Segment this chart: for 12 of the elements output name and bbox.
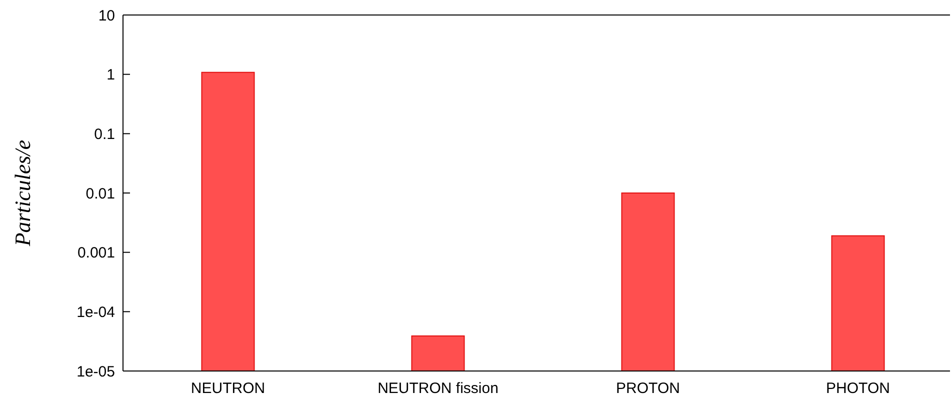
y-tick-label: 10 <box>98 7 115 24</box>
y-tick-label: 0.001 <box>77 244 115 262</box>
x-tick-label: PHOTON <box>826 380 890 397</box>
y-tick-label: 0.01 <box>86 185 115 202</box>
y-axis-title: Particules/e <box>10 140 35 248</box>
x-tick-label: NEUTRON fission <box>378 380 498 397</box>
y-tick-label: 0.1 <box>94 126 115 143</box>
x-tick-label: NEUTRON <box>190 380 266 397</box>
x-tick-label: PROTON <box>616 380 680 397</box>
y-tick-label: 1 <box>106 66 115 84</box>
y-tick-label: 1e-05 <box>76 363 115 380</box>
y-tick-label: 1e-04 <box>76 304 115 321</box>
